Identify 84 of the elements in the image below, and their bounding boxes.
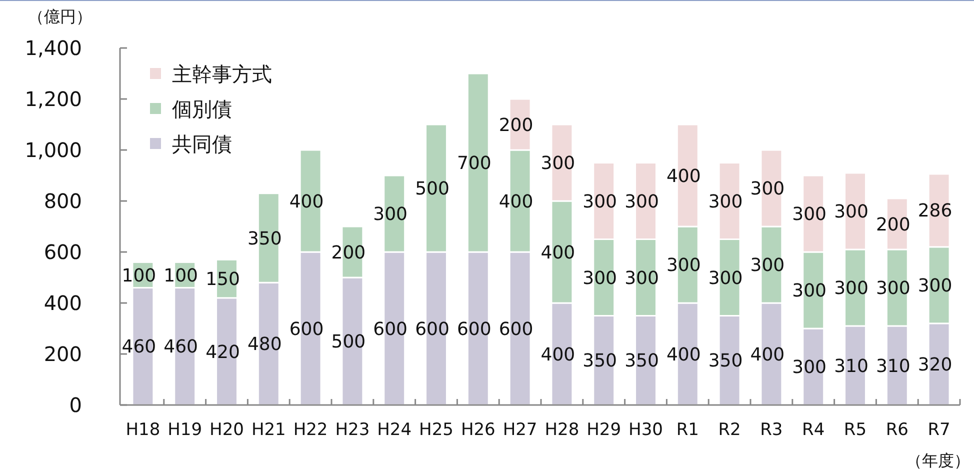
data-label: 600 — [415, 318, 450, 340]
data-label: 150 — [206, 269, 240, 290]
x-tick-label: R5 — [844, 420, 867, 440]
legend-label: 共同債 — [172, 132, 232, 156]
data-label: 300 — [708, 191, 743, 212]
data-label: 400 — [666, 166, 701, 187]
data-label: 100 — [122, 265, 156, 286]
x-tick-label: H27 — [502, 420, 538, 440]
data-label: 200 — [331, 242, 366, 264]
data-label: 350 — [582, 350, 618, 372]
y-tick-label: 1,400 — [24, 36, 82, 60]
x-tick-label: H30 — [628, 420, 663, 440]
data-label: 300 — [918, 275, 952, 296]
legend-label: 主幹事方式 — [172, 62, 272, 86]
data-label: 300 — [624, 191, 659, 212]
x-tick-label: H23 — [335, 420, 370, 440]
data-label: 300 — [540, 153, 576, 174]
data-label: 286 — [918, 200, 952, 222]
x-tick-label: R3 — [760, 420, 783, 440]
x-tick-label: R6 — [886, 420, 908, 440]
data-label: 320 — [918, 354, 952, 376]
x-tick-label: R2 — [718, 420, 741, 440]
y-tick-label: 200 — [44, 342, 82, 366]
data-label: 310 — [834, 356, 868, 377]
data-label: 350 — [708, 350, 743, 372]
data-label: 400 — [666, 344, 701, 366]
x-tick-label: H19 — [168, 420, 202, 440]
data-label: 400 — [540, 344, 576, 366]
data-label: 300 — [792, 204, 827, 226]
y-tick-label: 1,200 — [24, 87, 82, 111]
data-label: 300 — [582, 191, 618, 212]
x-axis-title: （年度） — [906, 451, 970, 470]
data-label: 300 — [624, 268, 659, 289]
data-label: 700 — [456, 153, 492, 174]
x-tick-label: R1 — [676, 420, 699, 440]
x-tick-label: H21 — [251, 420, 286, 440]
legend-label: 個別債 — [172, 97, 232, 121]
data-label: 400 — [750, 344, 785, 366]
data-label: 600 — [456, 318, 492, 340]
y-tick-label: 600 — [44, 240, 82, 264]
data-label: 350 — [624, 350, 659, 372]
data-label: 600 — [498, 318, 534, 340]
data-label: 300 — [834, 202, 868, 222]
data-label: 100 — [164, 265, 198, 286]
data-label: 300 — [876, 278, 910, 299]
data-label: 480 — [247, 334, 282, 356]
x-tick-label: H26 — [460, 420, 496, 440]
data-label: 300 — [373, 204, 408, 226]
x-tick-label: H24 — [377, 420, 412, 440]
data-label: 300 — [750, 255, 785, 276]
data-label: 500 — [331, 332, 366, 353]
data-label: 400 — [540, 242, 576, 264]
x-tick-label: H22 — [293, 420, 328, 440]
data-label: 460 — [164, 336, 198, 358]
y-tick-label: 400 — [44, 291, 82, 315]
data-label: 300 — [582, 268, 618, 289]
data-label: 500 — [415, 178, 450, 200]
data-label: 420 — [206, 342, 240, 363]
x-tick-label: R7 — [928, 420, 950, 440]
data-label: 310 — [876, 356, 910, 377]
y-tick-label: 800 — [44, 189, 82, 213]
data-label: 400 — [498, 191, 534, 212]
x-tick-label: H18 — [126, 420, 160, 440]
y-tick-label: 1,000 — [24, 138, 82, 162]
x-tick-label: H29 — [586, 420, 622, 440]
data-label: 200 — [876, 214, 910, 236]
data-label: 300 — [708, 268, 743, 289]
data-label: 300 — [666, 255, 701, 276]
y-axis-title: （億円） — [28, 7, 92, 26]
data-label: 460 — [122, 336, 156, 358]
data-label: 350 — [247, 228, 282, 250]
data-label: 300 — [750, 178, 785, 200]
x-tick-label: H25 — [419, 420, 454, 440]
y-tick-label: 0 — [69, 393, 82, 417]
x-tick-label: H20 — [210, 420, 244, 440]
data-label: 200 — [498, 114, 534, 136]
data-label: 300 — [792, 357, 827, 378]
data-label: 400 — [289, 191, 324, 212]
x-tick-label: H28 — [544, 420, 580, 440]
data-label: 300 — [834, 278, 868, 299]
data-label: 300 — [792, 280, 827, 302]
data-label: 600 — [289, 318, 324, 340]
x-tick-label: R4 — [802, 420, 825, 440]
data-label: 600 — [373, 318, 408, 340]
